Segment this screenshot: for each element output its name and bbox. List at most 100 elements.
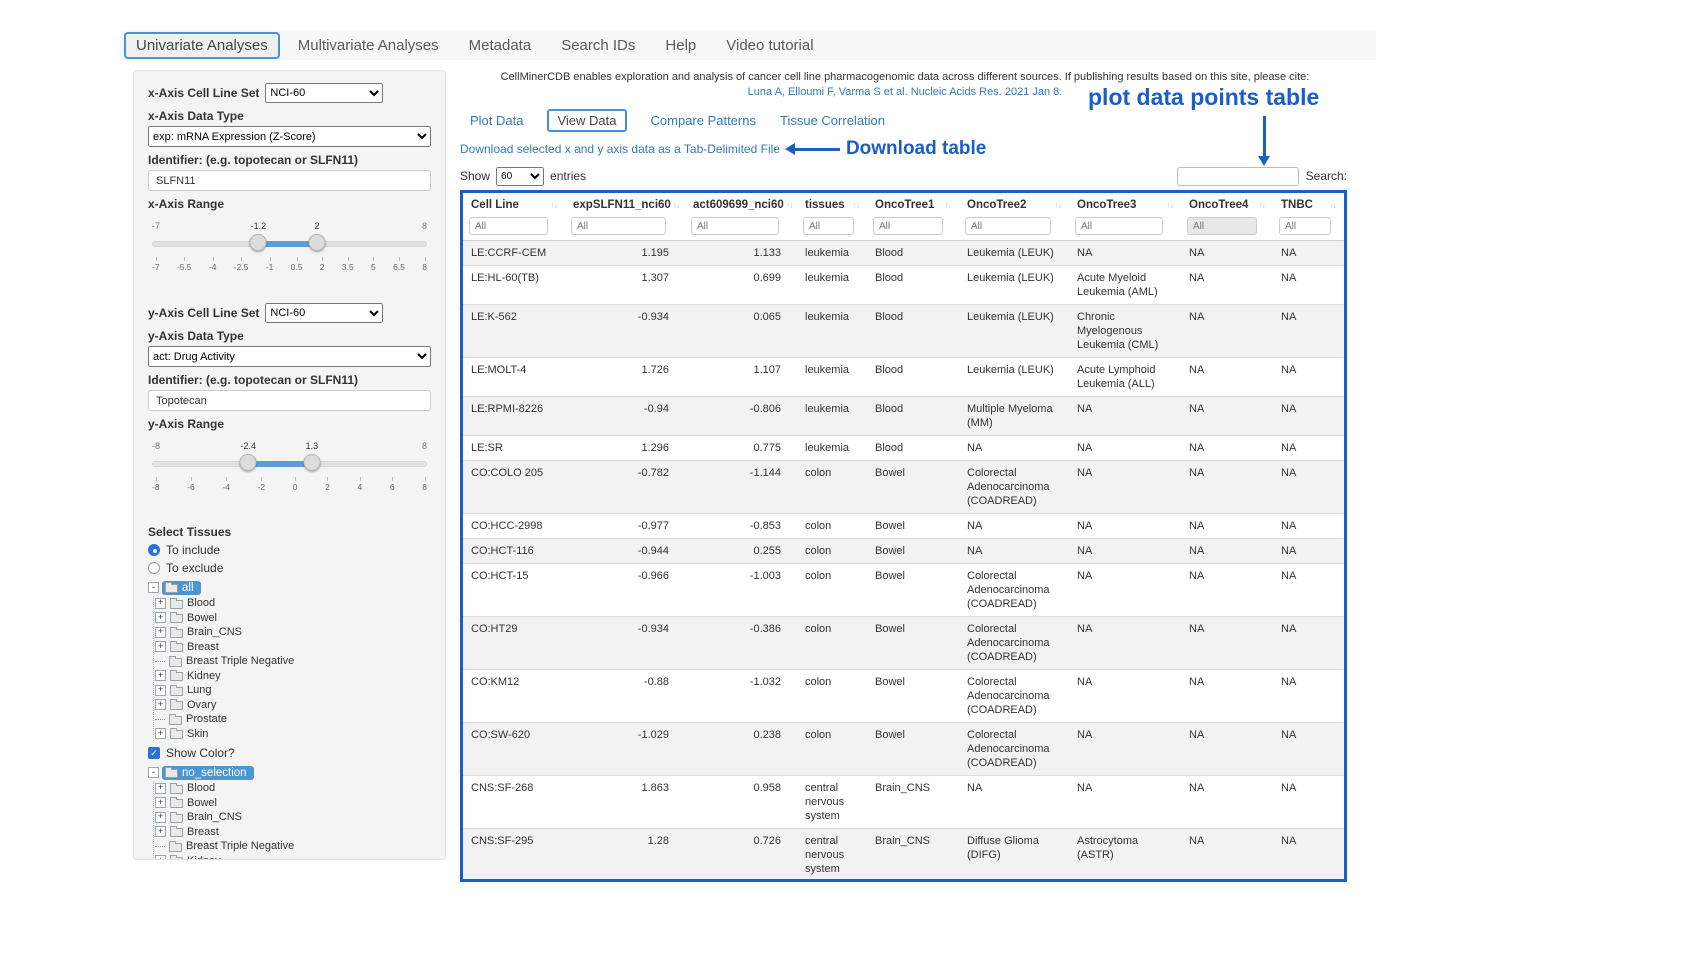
y-data-type-select[interactable]: act: Drug Activity — [148, 346, 431, 367]
slider-handle-high[interactable] — [303, 454, 320, 471]
collapse-icon[interactable] — [148, 767, 159, 778]
tab-compare-patterns[interactable]: Compare Patterns — [651, 113, 757, 128]
expand-icon[interactable] — [155, 728, 166, 739]
tree-item-lung[interactable]: Lung — [155, 683, 431, 698]
column-filter-oncotree4[interactable] — [1187, 217, 1257, 235]
column-header-oncotree3[interactable]: OncoTree3↑↓ — [1069, 193, 1181, 215]
table-row-le-k-562[interactable]: LE:K-562-0.9340.065leukemiaBloodLeukemia… — [463, 305, 1344, 358]
y-cell-line-set-select[interactable]: NCI-60 — [265, 303, 383, 323]
tree-item-breast[interactable]: Breast — [155, 825, 431, 840]
nav-tab-multivariate-analyses[interactable]: Multivariate Analyses — [286, 32, 451, 59]
column-filter-oncotree2[interactable] — [965, 217, 1051, 235]
slider-handle-low[interactable] — [240, 454, 257, 471]
column-header-tnbc[interactable]: TNBC↑↓ — [1273, 193, 1344, 215]
table-row-co-hct-116[interactable]: CO:HCT-116-0.9440.255colonBowelNANANANA — [463, 539, 1344, 564]
tree-item-brain-cns[interactable]: Brain_CNS — [155, 810, 431, 825]
expand-icon[interactable] — [155, 627, 166, 638]
table-row-cns-sf-295[interactable]: CNS:SF-2951.280.726central nervous syste… — [463, 829, 1344, 882]
table-row-le-sr[interactable]: LE:SR1.2960.775leukemiaBloodNANANANA — [463, 436, 1344, 461]
tree-item-kidney[interactable]: Kidney — [155, 854, 431, 861]
tab-view-data[interactable]: View Data — [547, 109, 626, 132]
sort-icon[interactable]: ↑↓ — [853, 200, 860, 210]
x-range-slider[interactable]: -7 8 -1.2 2 -7-5.5-4-2.5-10.523.556.58 — [152, 233, 427, 289]
column-filter-expslfn11-nci60[interactable] — [571, 217, 666, 235]
nav-tab-metadata[interactable]: Metadata — [457, 32, 544, 59]
show-color-checkbox[interactable]: Show Color? — [148, 745, 431, 761]
sort-icon[interactable]: ↑↓ — [551, 200, 558, 210]
x-cell-line-set-select[interactable]: NCI-60 — [265, 83, 383, 103]
column-header-act609699-nci60[interactable]: act609699_nci60↑↓ — [685, 193, 797, 215]
expand-icon[interactable] — [155, 699, 166, 710]
table-row-le-hl-60-tb[interactable]: LE:HL-60(TB)1.3070.699leukemiaBloodLeuke… — [463, 266, 1344, 305]
sort-icon[interactable]: ↑↓ — [945, 200, 952, 210]
tree-item-breast-triple-negative[interactable]: Breast Triple Negative — [155, 839, 431, 854]
y-identifier-input[interactable] — [148, 390, 431, 411]
expand-icon[interactable] — [155, 797, 166, 808]
column-header-oncotree4[interactable]: OncoTree4↑↓ — [1181, 193, 1273, 215]
tree-item-blood[interactable]: Blood — [155, 596, 431, 611]
tree-item-breast[interactable]: Breast — [155, 640, 431, 655]
table-row-cns-sf-268[interactable]: CNS:SF-2681.8630.958central nervous syst… — [463, 776, 1344, 829]
sort-icon[interactable]: ↑↓ — [786, 200, 793, 210]
tab-plot-data[interactable]: Plot Data — [470, 113, 523, 128]
nav-tab-help[interactable]: Help — [653, 32, 708, 59]
y-range-slider[interactable]: -8 8 -2.4 1.3 -8-6-4-202468 — [152, 453, 427, 509]
expand-icon[interactable] — [155, 685, 166, 696]
table-row-le-molt-4[interactable]: LE:MOLT-41.7261.107leukemiaBloodLeukemia… — [463, 358, 1344, 397]
tree-item-bowel[interactable]: Bowel — [155, 611, 431, 626]
expand-icon[interactable] — [155, 855, 166, 860]
radio-to-exclude[interactable]: To exclude — [148, 560, 431, 576]
nav-tab-search-ids[interactable]: Search IDs — [549, 32, 647, 59]
tree-item-ovary[interactable]: Ovary — [155, 698, 431, 713]
nav-tab-video-tutorial[interactable]: Video tutorial — [714, 32, 825, 59]
column-header-cell-line[interactable]: Cell Line↑↓ — [463, 193, 565, 215]
sort-icon[interactable]: ↑↓ — [1055, 200, 1062, 210]
column-filter-act609699-nci60[interactable] — [691, 217, 779, 235]
column-filter-tissues[interactable] — [803, 217, 854, 235]
column-filter-cell-line[interactable] — [469, 217, 548, 235]
expand-icon[interactable] — [155, 641, 166, 652]
table-row-le-rpmi-8226[interactable]: LE:RPMI-8226-0.94-0.806leukemiaBloodMult… — [463, 397, 1344, 436]
sort-icon[interactable]: ↑↓ — [673, 200, 680, 210]
expand-icon[interactable] — [155, 826, 166, 837]
tree-item-prostate[interactable]: Prostate — [155, 712, 431, 727]
tree-item-bowel[interactable]: Bowel — [155, 796, 431, 811]
x-data-type-select[interactable]: exp: mRNA Expression (Z-Score) — [148, 126, 431, 147]
expand-icon[interactable] — [155, 812, 166, 823]
tree-item-blood[interactable]: Blood — [155, 781, 431, 796]
collapse-icon[interactable] — [148, 582, 159, 593]
sort-icon[interactable]: ↑↓ — [1330, 200, 1337, 210]
tree-item-skin[interactable]: Skin — [155, 727, 431, 742]
tree-root-all[interactable]: all — [148, 579, 431, 596]
slider-active-range[interactable] — [248, 461, 312, 467]
nav-tab-univariate-analyses[interactable]: Univariate Analyses — [124, 32, 280, 59]
column-header-tissues[interactable]: tissues↑↓ — [797, 193, 867, 215]
expand-icon[interactable] — [155, 783, 166, 794]
column-filter-tnbc[interactable] — [1279, 217, 1331, 235]
column-header-oncotree1[interactable]: OncoTree1↑↓ — [867, 193, 959, 215]
tab-tissue-correlation[interactable]: Tissue Correlation — [780, 113, 885, 128]
slider-handle-high[interactable] — [309, 234, 326, 251]
sort-icon[interactable]: ↑↓ — [1167, 200, 1174, 210]
table-row-le-ccrf-cem[interactable]: LE:CCRF-CEM1.1951.133leukemiaBloodLeukem… — [463, 241, 1344, 266]
entries-select[interactable]: 60 — [496, 167, 544, 186]
table-row-co-hct-15[interactable]: CO:HCT-15-0.966-1.003colonBowelColorecta… — [463, 564, 1344, 617]
expand-icon[interactable] — [155, 670, 166, 681]
table-row-co-ht29[interactable]: CO:HT29-0.934-0.386colonBowelColorectal … — [463, 617, 1344, 670]
tree-item-kidney[interactable]: Kidney — [155, 669, 431, 684]
tree-root-no-selection[interactable]: no_selection — [148, 764, 431, 781]
column-header-oncotree2[interactable]: OncoTree2↑↓ — [959, 193, 1069, 215]
table-row-co-km12[interactable]: CO:KM12-0.88-1.032colonBowelColorectal A… — [463, 670, 1344, 723]
slider-handle-low[interactable] — [250, 234, 267, 251]
tree-item-brain-cns[interactable]: Brain_CNS — [155, 625, 431, 640]
table-row-co-colo-205[interactable]: CO:COLO 205-0.782-1.144colonBowelColorec… — [463, 461, 1344, 514]
expand-icon[interactable] — [155, 598, 166, 609]
table-row-co-hcc-2998[interactable]: CO:HCC-2998-0.977-0.853colonBowelNANANAN… — [463, 514, 1344, 539]
expand-icon[interactable] — [155, 612, 166, 623]
table-row-co-sw-620[interactable]: CO:SW-620-1.0290.238colonBowelColorectal… — [463, 723, 1344, 776]
column-header-expslfn11-nci60[interactable]: expSLFN11_nci60↑↓ — [565, 193, 685, 215]
download-link[interactable]: Download selected x and y axis data as a… — [460, 142, 780, 156]
radio-to-include[interactable]: To include — [148, 542, 431, 558]
column-filter-oncotree3[interactable] — [1075, 217, 1163, 235]
table-search-input[interactable] — [1177, 167, 1299, 186]
